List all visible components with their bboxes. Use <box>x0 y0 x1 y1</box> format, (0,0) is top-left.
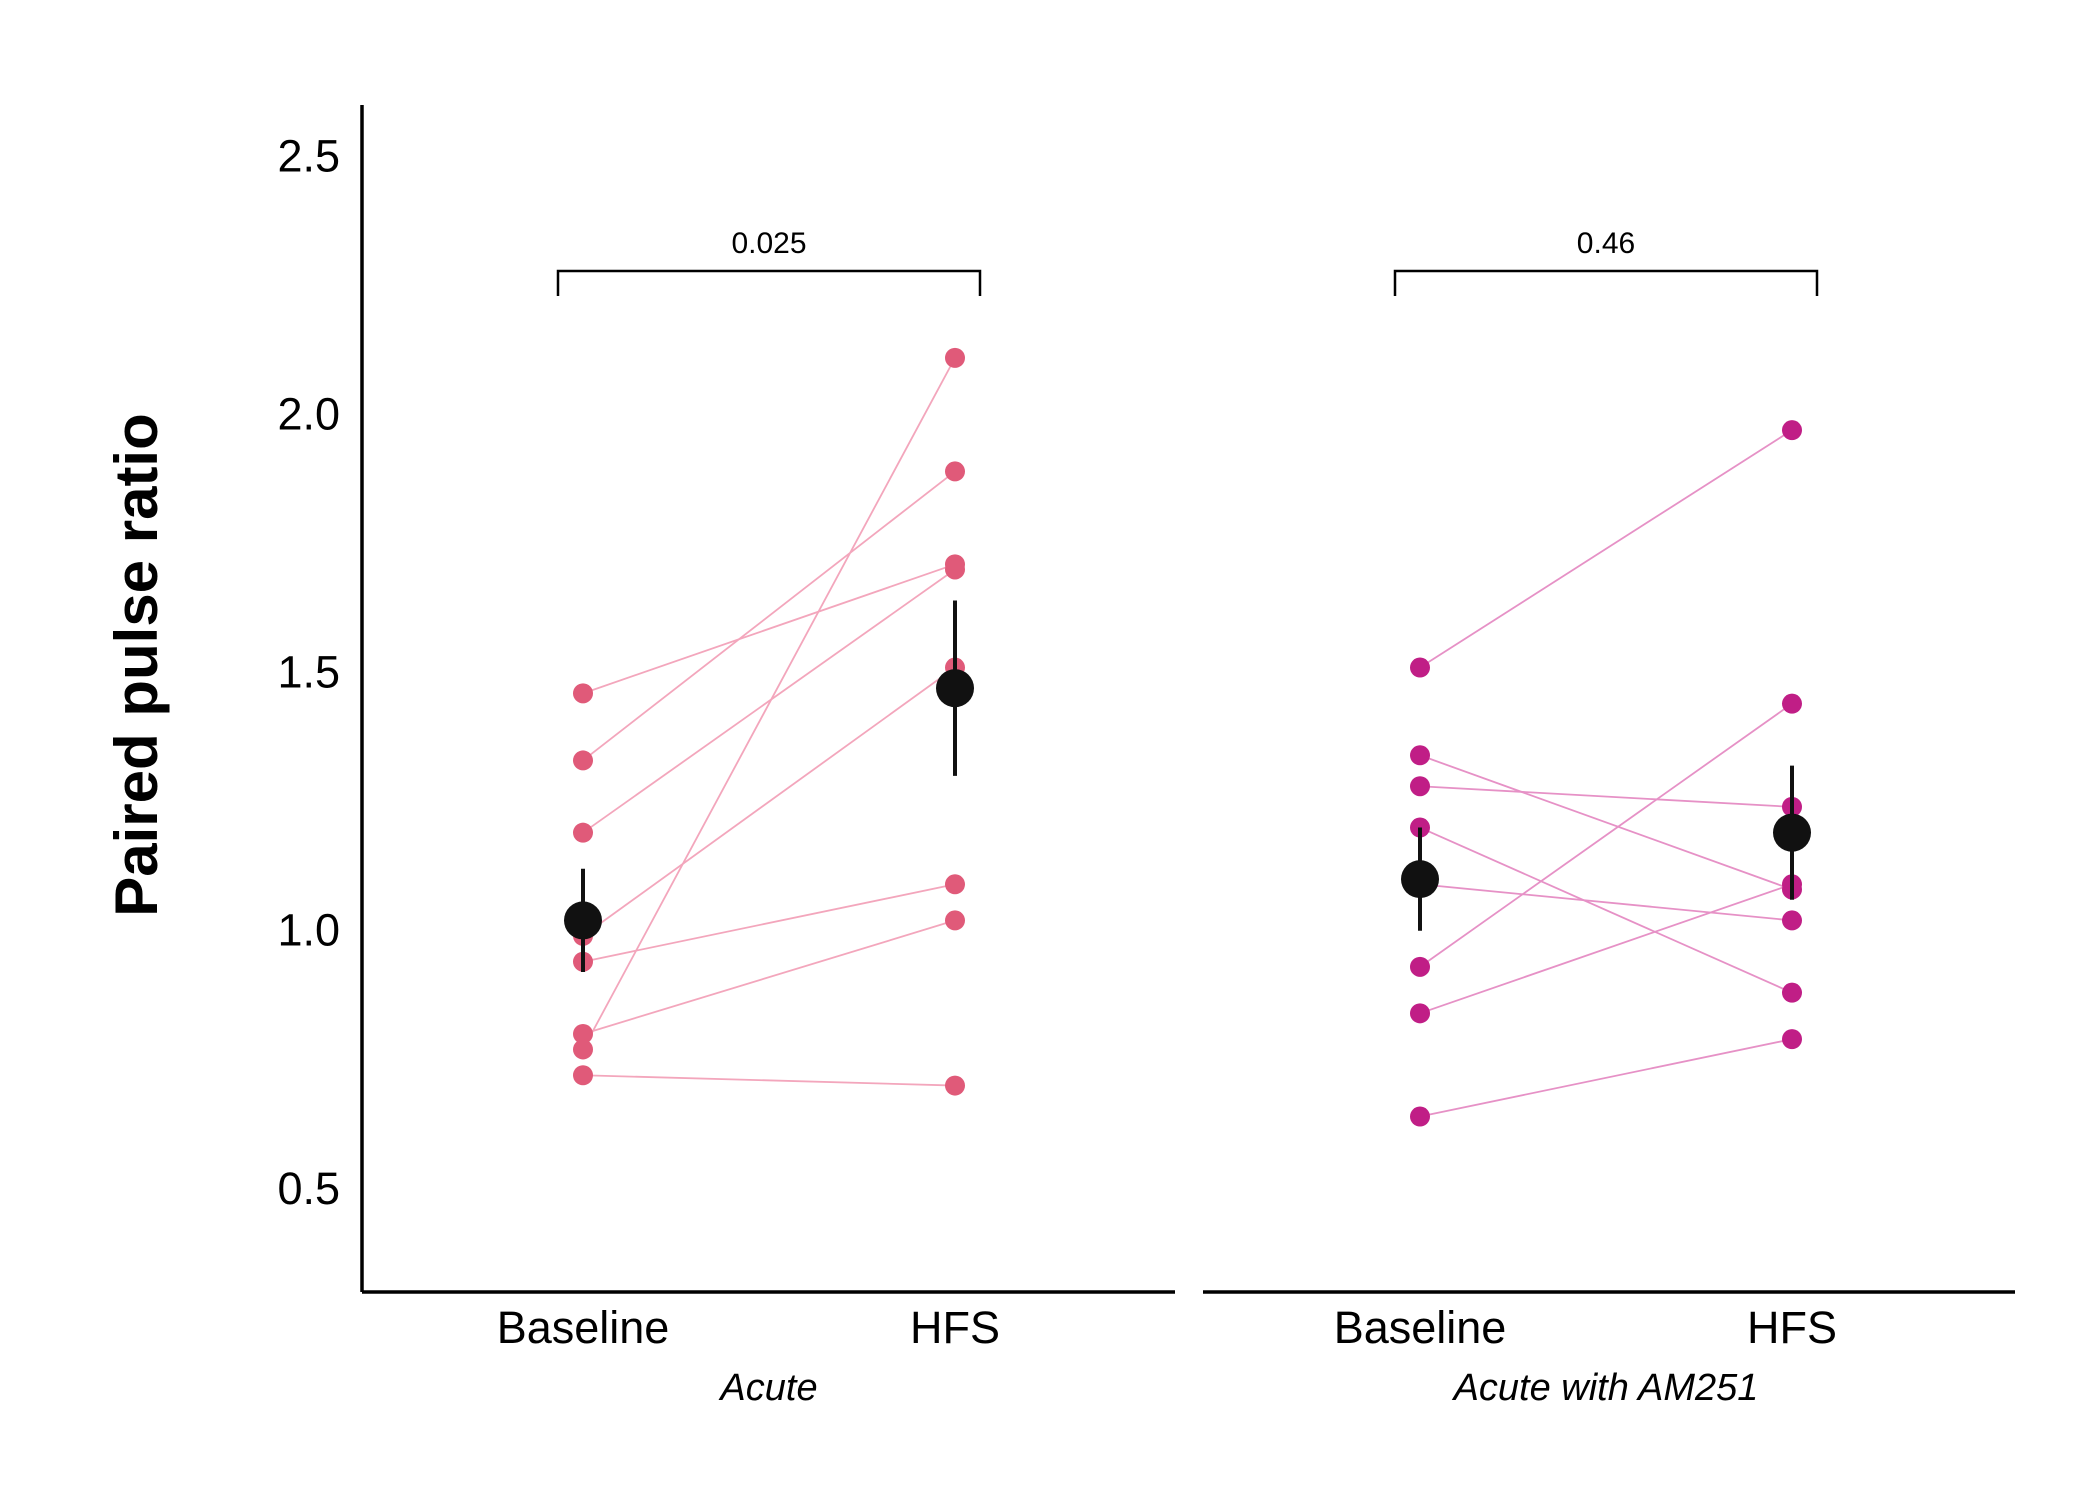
y-axis-label: Paired pulse ratio <box>103 413 170 917</box>
panel-2-baseline-point <box>1410 1106 1430 1127</box>
panel-2-baseline-point <box>1410 1003 1430 1024</box>
panel-2-hfs-point <box>1782 910 1802 931</box>
panel-1-baseline-point <box>573 1023 593 1044</box>
panel-2-pair-line <box>1419 429 1793 669</box>
panel-2-baseline-point <box>1410 956 1430 977</box>
means <box>564 600 1811 973</box>
panel-1-baseline-point <box>573 822 593 843</box>
labels: 0.5 1.0 1.5 2.0 2.5 0.025 Baseline HFS Acute 0.46… <box>277 131 1837 1409</box>
panel-2-pair-line <box>1419 883 1793 1015</box>
panel-1-baseline-mean-point <box>564 901 602 940</box>
panel-2-p-value: 0.46 <box>1577 227 1635 260</box>
panel-2-pair-line <box>1419 785 1793 808</box>
panel-1-pair-line <box>582 357 956 1050</box>
panel-2-pair-line <box>1419 826 1793 994</box>
panel-2-hfs-point <box>1782 1029 1802 1050</box>
panel-2-baseline-point <box>1410 776 1430 797</box>
panel-1-pair-line <box>582 666 956 937</box>
panel-1-baseline-point <box>573 1065 593 1086</box>
panel-1-hfs-point <box>945 559 965 580</box>
y-tick-label: 0.5 <box>277 1163 340 1214</box>
panel-1-hfs-point <box>945 347 965 368</box>
panel-1-x-tick-label: Baseline <box>497 1302 670 1353</box>
panel-1-pair-line <box>582 919 956 1035</box>
y-tick-label: 1.5 <box>277 647 340 698</box>
panel-2-pair-line <box>1419 702 1793 968</box>
data-points <box>573 347 1802 1127</box>
panel-1-hfs-point <box>945 1075 965 1096</box>
panel-1-pair-line <box>582 568 956 834</box>
panel-2-hfs-point <box>1782 693 1802 714</box>
panel-1-baseline-point <box>573 683 593 704</box>
panel-1-significance-bracket <box>556 269 982 296</box>
panel-2-pair-line <box>1419 883 1793 922</box>
pair-lines <box>582 357 1793 1118</box>
panel-2-baseline-mean-point <box>1401 860 1439 899</box>
panel-1-baseline-point <box>573 1039 593 1060</box>
panel-1-x-tick-label: HFS <box>910 1302 1000 1353</box>
panel-1-pair-line <box>582 563 956 695</box>
panel-1-hfs-point <box>945 910 965 931</box>
panel-2-hfs-point <box>1782 982 1802 1003</box>
panel-1-p-value: 0.025 <box>731 227 806 260</box>
panel-2-hfs-mean-point <box>1773 813 1811 852</box>
y-tick-label: 1.0 <box>277 905 340 956</box>
panel-1-baseline-point <box>573 750 593 771</box>
panel-2-x-tick-label: Baseline <box>1334 1302 1507 1353</box>
axes <box>360 105 2015 1294</box>
panel-2-significance-bracket <box>1393 269 1819 296</box>
panel-1-hfs-point <box>945 461 965 482</box>
panel-2-hfs-point <box>1782 420 1802 441</box>
panel-2-pair-line <box>1419 754 1793 891</box>
panel-2-baseline-point <box>1410 745 1430 766</box>
panel-2-label: Acute with AM251 <box>1452 1367 1759 1409</box>
panel-1-pair-line <box>582 883 956 963</box>
panel-2-x-tick-label: HFS <box>1747 1302 1837 1353</box>
panel-2-baseline-point <box>1410 657 1430 678</box>
y-tick-label: 2.0 <box>277 389 340 440</box>
panel-1-hfs-mean-point <box>936 669 974 708</box>
panel-1-pair-line <box>582 1074 956 1087</box>
panel-1-hfs-point <box>945 874 965 895</box>
panel-1-label: Acute <box>718 1367 817 1409</box>
panel-1-pair-line <box>582 470 956 762</box>
panel-2-pair-line <box>1419 1038 1793 1118</box>
y-tick-label: 2.5 <box>277 131 340 182</box>
